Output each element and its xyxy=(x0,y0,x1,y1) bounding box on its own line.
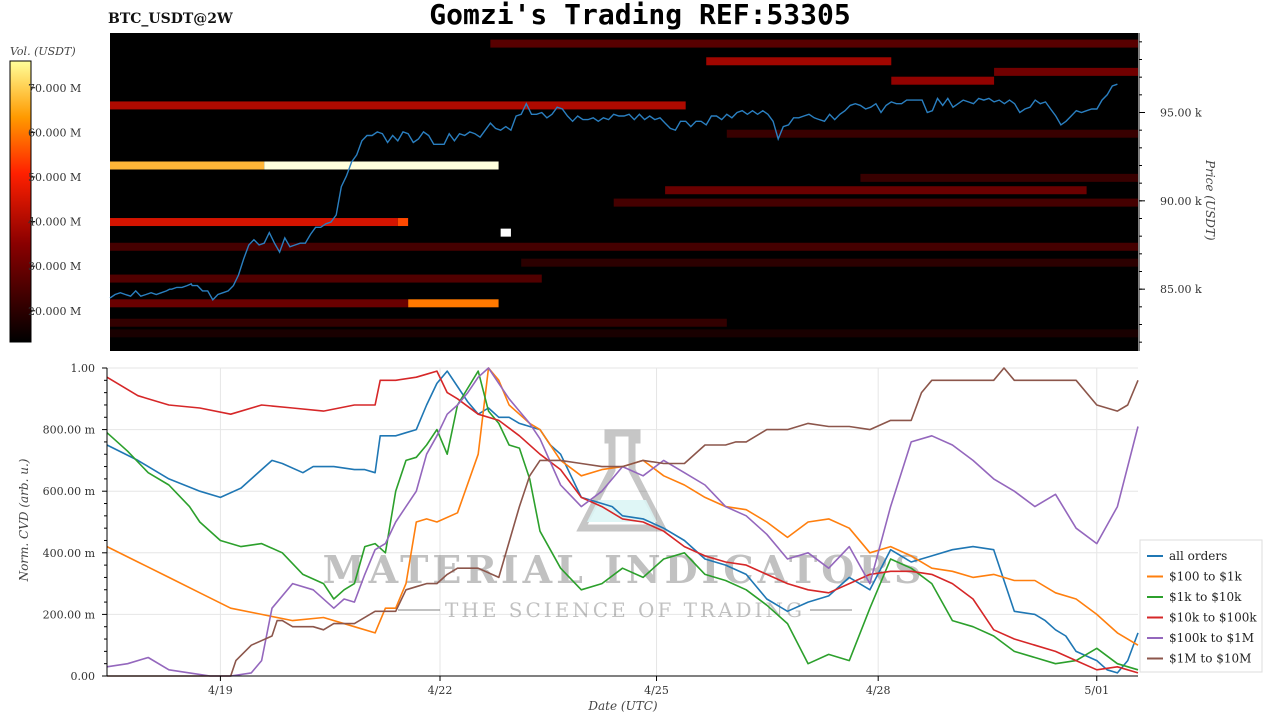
heatmap-level-12 xyxy=(613,198,1138,207)
heatmap-level-20 xyxy=(500,228,511,237)
heatmap-level-14 xyxy=(726,129,1138,138)
heatmap-level-11 xyxy=(110,299,409,308)
legend-label: $100 to $1k xyxy=(1169,570,1242,584)
heatmap-level-18 xyxy=(110,329,1138,338)
heatmap-level-3 xyxy=(110,218,398,227)
heatmap-level-1 xyxy=(264,161,499,170)
heatmap-levels xyxy=(110,39,1138,338)
legend-label: $1k to $10k xyxy=(1169,590,1242,604)
price-tick-label: 95.00 k xyxy=(1160,107,1202,120)
cvd-x-tick-label: 4/19 xyxy=(208,684,233,697)
heatmap-level-4 xyxy=(397,218,409,227)
heatmap-level-9 xyxy=(110,242,1138,251)
colorbar-tick-label: 40.000 M xyxy=(28,216,81,229)
heatmap-level-8 xyxy=(665,186,1087,195)
heatmap-level-5 xyxy=(110,101,686,110)
heatmap-level-7 xyxy=(891,76,995,85)
cvd-chart: MATERIAL INDICATORS THE SCIENCE OF TRADI… xyxy=(17,362,1263,713)
cvd-y-tick-label: 400.00 m xyxy=(43,547,96,560)
cvd-series-line-3 xyxy=(106,370,1139,674)
page-title: Gomzi's Trading REF:53305 xyxy=(429,0,851,31)
colorbar xyxy=(9,60,32,343)
cvd-x-tick-label: 4/22 xyxy=(428,684,453,697)
cvd-series-line-4 xyxy=(106,367,1139,677)
heatmap-level-13 xyxy=(490,39,1138,48)
colorbar-tick-label: 50.000 M xyxy=(28,171,81,184)
heatmap-level-2 xyxy=(408,299,499,308)
heatmap-level-16 xyxy=(521,258,1138,267)
legend-label: $100k to $1M xyxy=(1169,631,1254,645)
colorbar-tick-label: 20.000 M xyxy=(28,305,81,318)
price-tick-label: 90.00 k xyxy=(1160,195,1202,208)
legend: all orders $100 to $1k $1k to $10k $10k to … xyxy=(1139,539,1263,673)
watermark-subtitle: THE SCIENCE OF TRADING xyxy=(445,598,805,622)
colorbar-label: Vol. (USDT) xyxy=(10,45,76,58)
heatmap-level-6 xyxy=(706,57,892,66)
cvd-x-axis-label: Date (UTC) xyxy=(587,699,657,713)
heatmap-level-19 xyxy=(994,67,1138,76)
legend-label: $10k to $100k xyxy=(1169,611,1257,625)
cvd-x-tick-label: 4/28 xyxy=(866,684,891,697)
cvd-x-ticks: 4/19 4/22 4/25 4/28 5/01 xyxy=(208,676,1109,697)
cvd-y-tick-label: 800.00 m xyxy=(43,424,96,437)
colorbar-tick-label: 70.000 M xyxy=(28,82,81,95)
price-axis-ticks: 85.00 k 90.00 k 95.00 k xyxy=(1139,41,1202,343)
cvd-series-line-2 xyxy=(106,370,1139,671)
colorbar-tick-label: 30.000 M xyxy=(28,260,81,273)
heatmap-level-15 xyxy=(860,173,1138,182)
heatmap-level-17 xyxy=(110,318,727,327)
cvd-series-line-5 xyxy=(107,367,1139,677)
heatmap-level-0 xyxy=(110,161,265,170)
colorbar-ticks: 20.000 M 30.000 M 40.000 M 50.000 M 60.000 M… xyxy=(28,82,81,318)
colorbar-tick-label: 60.000 M xyxy=(28,126,81,139)
legend-label: all orders xyxy=(1169,549,1227,563)
legend-box xyxy=(1139,539,1263,673)
cvd-y-tick-label: 600.00 m xyxy=(43,485,96,498)
cvd-y-tick-label: 200.00 m xyxy=(43,608,96,621)
price-axis-label: Price (USDT) xyxy=(1203,159,1217,241)
cvd-y-tick-label: 1.00 xyxy=(71,362,96,375)
heatmap-level-10 xyxy=(110,274,542,283)
price-tick-label: 85.00 k xyxy=(1160,283,1202,296)
cvd-series-line-1 xyxy=(106,367,1139,646)
heatmap-chart: Vol. (USDT) 20.000 M 30.000 M 40.000 M 50.0… xyxy=(9,33,1217,351)
price-line xyxy=(109,83,1118,301)
cvd-series xyxy=(106,367,1139,677)
cvd-y-tick-label: 0.00 xyxy=(71,670,96,683)
cvd-x-tick-label: 4/25 xyxy=(644,684,669,697)
cvd-y-ticks: 0.00 200.00 m 400.00 m 600.00 m 800.00 m 1.00 xyxy=(43,362,107,683)
cvd-x-tick-label: 5/01 xyxy=(1084,684,1109,697)
symbol-label: BTC_USDT@2W xyxy=(108,11,233,27)
legend-label: $1M to $10M xyxy=(1169,652,1251,666)
cvd-y-axis-label: Norm. CVD (arb. u.) xyxy=(17,458,31,582)
